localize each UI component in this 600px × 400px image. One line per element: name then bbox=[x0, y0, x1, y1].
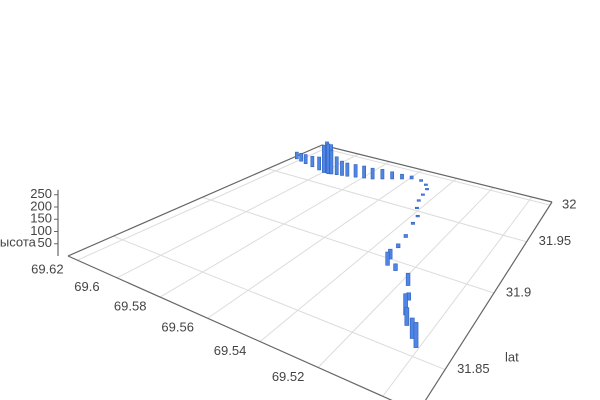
bar bbox=[405, 272, 411, 286]
bar bbox=[416, 199, 421, 202]
z-tick-label: 100 bbox=[30, 223, 52, 238]
y-tick-label: 31.95 bbox=[539, 233, 572, 248]
z-tick-label: 200 bbox=[30, 198, 52, 213]
bar bbox=[396, 243, 401, 249]
grid-line bbox=[116, 153, 359, 279]
y-tick-label: 32 bbox=[562, 197, 576, 212]
grid-line bbox=[207, 169, 423, 319]
z-tick-label: 50 bbox=[38, 235, 52, 250]
x-tick-label: 69.56 bbox=[161, 320, 194, 335]
y-tick-label: 31.85 bbox=[457, 361, 490, 376]
bar bbox=[303, 154, 308, 165]
z-tick-label: 150 bbox=[30, 211, 52, 226]
grid-line bbox=[267, 168, 527, 243]
bar bbox=[403, 234, 408, 238]
bar bbox=[419, 179, 423, 182]
bar bbox=[385, 251, 390, 266]
grid-line bbox=[113, 235, 446, 371]
bar bbox=[409, 175, 414, 180]
x-tick-label: 69.62 bbox=[31, 262, 64, 277]
x-tick-label: 69.54 bbox=[214, 343, 247, 358]
grid-line bbox=[382, 196, 533, 397]
axis-line bbox=[67, 255, 393, 400]
bar bbox=[420, 193, 425, 196]
bar bbox=[334, 156, 339, 176]
bar bbox=[370, 167, 375, 180]
bar bbox=[414, 206, 419, 209]
bar bbox=[413, 322, 419, 348]
axis-line bbox=[67, 144, 323, 257]
grid-line bbox=[159, 161, 390, 298]
bar bbox=[322, 144, 326, 173]
bar bbox=[310, 156, 315, 168]
bar bbox=[345, 162, 350, 177]
x-tick-label: 69.52 bbox=[272, 369, 305, 384]
grid-line bbox=[77, 146, 330, 261]
y-tick-label: 31.9 bbox=[506, 284, 531, 299]
x-tick-label: 69.58 bbox=[114, 299, 147, 314]
bar bbox=[393, 263, 398, 271]
grid-line bbox=[317, 187, 494, 368]
z-tick-label: 250 bbox=[30, 186, 52, 201]
bar bbox=[353, 164, 358, 178]
x-tick-label: 69.5 bbox=[340, 398, 365, 400]
bar bbox=[424, 183, 428, 186]
bar bbox=[294, 151, 299, 160]
y-axis-title: lat bbox=[505, 349, 519, 364]
grid-line bbox=[259, 177, 458, 342]
bar bbox=[390, 171, 395, 180]
bar bbox=[404, 307, 410, 326]
bar bbox=[415, 214, 420, 218]
bar bbox=[299, 152, 303, 162]
axis-line bbox=[424, 201, 553, 400]
bar bbox=[380, 169, 385, 180]
bar bbox=[317, 156, 322, 171]
axis-line bbox=[321, 144, 553, 203]
x-tick-label: 69.6 bbox=[74, 279, 99, 294]
grid-line bbox=[202, 196, 495, 294]
bar bbox=[329, 149, 334, 175]
bar bbox=[425, 188, 429, 191]
bar bbox=[362, 165, 366, 179]
bar bbox=[340, 160, 344, 176]
bar bbox=[400, 173, 404, 180]
bar bbox=[410, 221, 415, 225]
z-axis-title: высота bbox=[0, 234, 37, 249]
grid-line bbox=[317, 146, 551, 206]
